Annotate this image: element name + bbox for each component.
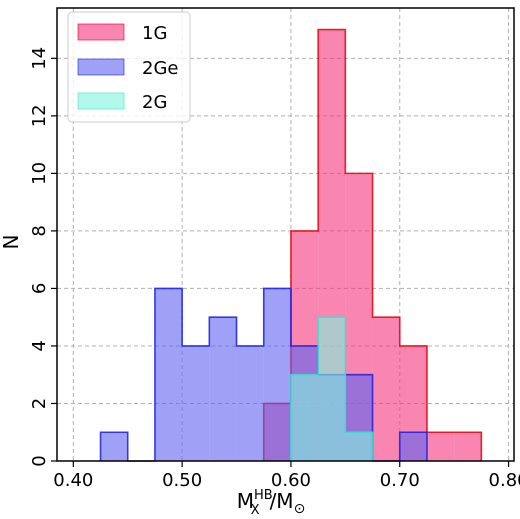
histogram-bar bbox=[399, 432, 427, 461]
x-axis-title-sun: ⊙ bbox=[294, 501, 306, 517]
histogram-bar bbox=[263, 288, 291, 461]
x-axis-title-denominator: /M bbox=[270, 489, 294, 513]
histogram-bars bbox=[99, 28, 483, 462]
histogram-bar bbox=[345, 432, 373, 461]
series-2g-bars bbox=[290, 316, 374, 461]
series-outline bbox=[290, 316, 374, 461]
legend-label-2g: 2G bbox=[142, 92, 167, 113]
histogram-bar bbox=[209, 317, 237, 461]
x-axis-title-subscript: X bbox=[251, 503, 260, 518]
histogram-bar bbox=[182, 345, 210, 461]
x-tick-label: 0.40 bbox=[53, 470, 93, 491]
y-tick-label: 6 bbox=[29, 283, 50, 294]
legend: 1G 2Ge 2G bbox=[67, 11, 191, 123]
plot-frame bbox=[56, 7, 515, 462]
histogram-bar bbox=[318, 317, 346, 461]
y-tick-label: 0 bbox=[29, 455, 50, 466]
histogram-bar bbox=[100, 432, 128, 461]
histogram-bar bbox=[372, 317, 400, 461]
legend-label-1g: 1G bbox=[142, 23, 167, 44]
x-axis-title-main: M bbox=[237, 489, 254, 513]
y-tick-label: 10 bbox=[29, 162, 50, 185]
x-tick-label: 0.50 bbox=[162, 470, 202, 491]
x-axis-title: MHB X/M⊙ bbox=[237, 488, 306, 518]
y-tick-label: 8 bbox=[29, 225, 50, 236]
histogram-bar bbox=[290, 374, 319, 461]
histogram-bar bbox=[154, 288, 183, 461]
x-axis-title-superscript: HB bbox=[254, 488, 273, 503]
series-2ge-bars bbox=[99, 287, 428, 462]
x-tick-label: 0.70 bbox=[380, 470, 420, 491]
histogram-bar bbox=[454, 432, 482, 461]
legend-label-2ge: 2Ge bbox=[142, 58, 178, 79]
legend-swatch-1g bbox=[77, 23, 125, 41]
y-tick-label: 14 bbox=[29, 47, 50, 70]
y-tick-label: 12 bbox=[29, 104, 50, 127]
histogram-bar bbox=[236, 345, 264, 461]
histogram-bar bbox=[426, 432, 455, 461]
x-tick-label: 0.80 bbox=[489, 470, 520, 491]
y-axis-title: N bbox=[0, 235, 23, 250]
axis-ticks: 0.40 0.50 0.60 0.70 0.80 0 2 4 6 8 10 12 14 bbox=[29, 47, 520, 491]
legend-swatch-2g bbox=[77, 92, 125, 110]
y-tick-label: 2 bbox=[29, 398, 50, 409]
x-tick-label: 0.60 bbox=[271, 470, 311, 491]
legend-swatch-2ge bbox=[77, 58, 125, 76]
y-tick-label: 4 bbox=[29, 340, 50, 351]
